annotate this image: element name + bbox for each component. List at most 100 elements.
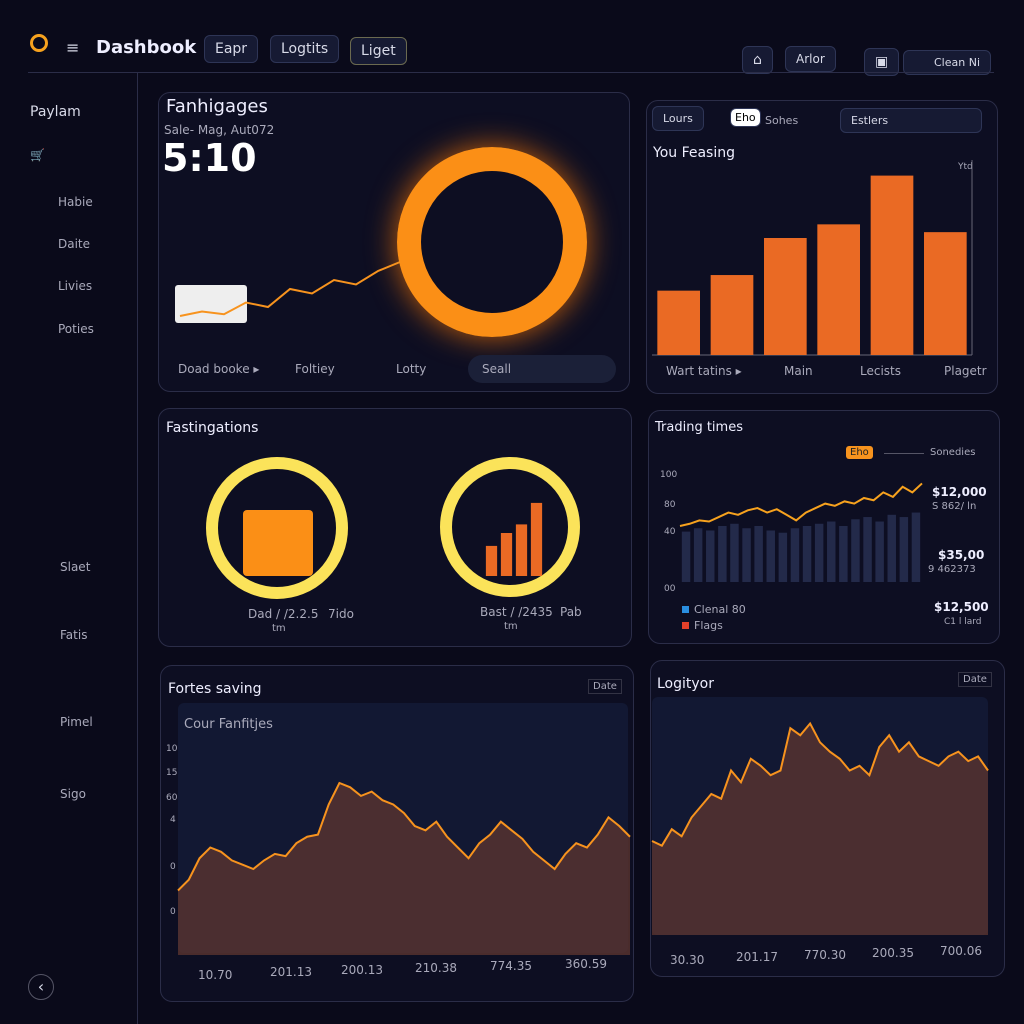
bar (817, 224, 860, 355)
bar (693, 528, 703, 582)
tab[interactable]: Lours (652, 106, 704, 131)
truck (175, 285, 247, 323)
bar (766, 530, 775, 582)
tab[interactable]: Sohes (765, 114, 799, 127)
sidebar-item[interactable]: Pimel (60, 715, 93, 729)
bar (710, 275, 754, 355)
panel (648, 410, 1000, 644)
trading-chart (679, 482, 923, 582)
bar (778, 532, 788, 582)
donut (397, 147, 587, 337)
y-tick-label: 80 (664, 500, 676, 510)
footer-tab[interactable]: Doad booke ▸ (178, 362, 260, 376)
sidebar-item[interactable]: Sigo (60, 787, 86, 801)
header-line (28, 72, 994, 73)
y-tick-label: 60 (166, 793, 178, 803)
tab[interactable]: Liget (350, 37, 407, 65)
mini-bar-chart (485, 502, 543, 576)
y-tick-label: 0 (170, 862, 176, 872)
tab[interactable]: Estlers (840, 108, 982, 133)
y-tick-label: 40 (664, 527, 676, 537)
panel-title: Fortes saving (168, 681, 262, 697)
sidebar-item[interactable]: Slaet (60, 560, 91, 574)
line (679, 482, 923, 527)
sidebar-icon[interactable]: 🛒 (30, 148, 45, 162)
caption: Pab (560, 605, 582, 619)
x-label: 210.38 (415, 961, 457, 975)
tab[interactable]: Eapr (204, 35, 259, 63)
x-label: 10.70 (198, 968, 233, 982)
caption: Bast / /2435 (480, 605, 553, 619)
bar (870, 175, 914, 355)
y-tick-label: 15 (166, 768, 178, 778)
y-tick-label: 00 (664, 584, 676, 594)
footer-tab[interactable]: Foltiey (295, 362, 335, 376)
panel-title: Fanhigages (166, 96, 268, 117)
panel-title: You Feasing (653, 145, 736, 161)
x-label: Plagetr (944, 364, 987, 378)
bar (899, 517, 909, 582)
x-label: 30.30 (670, 953, 705, 967)
x-label: Main (784, 364, 813, 378)
x-label: Wart tatins ▸ (666, 364, 742, 378)
area-chart (177, 781, 631, 955)
badge: Date (588, 679, 622, 694)
logo (30, 34, 48, 52)
big-number: 5:10 (162, 136, 257, 180)
bar (802, 526, 812, 582)
inner-title: Cour Fanfitjes (184, 717, 273, 732)
tab[interactable]: Eho (730, 108, 761, 127)
back-button[interactable]: ‹ (28, 974, 54, 1000)
sidebar-item[interactable]: Poties (58, 322, 94, 336)
button[interactable]: Arlor (785, 46, 836, 72)
sidebar-title: Paylam (30, 104, 81, 120)
menu-icon[interactable]: ≡ (66, 38, 80, 57)
area (178, 783, 630, 955)
y-tick-label: 100 (660, 470, 678, 480)
legend: Eho (846, 446, 873, 459)
bar (875, 521, 884, 582)
x-label: 774.35 (490, 959, 532, 973)
bar (764, 238, 807, 355)
icon-button[interactable]: ▣ (864, 48, 900, 76)
panel-title: Fastingations (166, 420, 259, 436)
legend-swatch (682, 622, 689, 629)
bar (681, 531, 691, 582)
y-tick-label: 4 (170, 815, 176, 825)
caption: 7ido (328, 607, 354, 621)
bar (500, 533, 513, 576)
bar (657, 290, 700, 355)
sidebar-item[interactable]: Livies (58, 279, 93, 293)
bar (730, 523, 739, 582)
bar (839, 526, 848, 582)
sidebar-item[interactable]: Daite (58, 237, 91, 251)
legend: Clenal 80 (694, 603, 746, 616)
value: $12,000 (932, 485, 987, 499)
legend: Sonedies (930, 447, 976, 458)
bar (924, 232, 967, 355)
search[interactable]: Clean Ni (903, 50, 991, 75)
sidebar-line (137, 72, 138, 1024)
panel-title: Trading times (655, 420, 743, 435)
bar (485, 545, 498, 576)
badge: Date (958, 672, 992, 687)
area (652, 723, 988, 935)
x-label: 700.06 (940, 944, 982, 958)
footer-tab[interactable]: Lotty (396, 362, 427, 376)
caption: Dad / /2.2.5 (248, 607, 319, 621)
line (177, 781, 631, 892)
ring-square (243, 510, 313, 576)
x-label: 201.13 (270, 965, 312, 979)
caption: tm (272, 623, 286, 634)
bar (887, 514, 896, 582)
icon-button[interactable]: ⌂ (742, 46, 773, 74)
line (651, 721, 989, 847)
footer-tab[interactable]: Seall (468, 355, 616, 383)
sidebar-item[interactable]: Fatis (60, 628, 88, 642)
tab[interactable]: Logtits (270, 35, 340, 63)
area-chart (651, 721, 989, 935)
x-label: 200.35 (872, 946, 914, 960)
sidebar-item[interactable]: Habie (58, 195, 93, 209)
bar-chart (652, 160, 973, 356)
bar (718, 526, 727, 582)
